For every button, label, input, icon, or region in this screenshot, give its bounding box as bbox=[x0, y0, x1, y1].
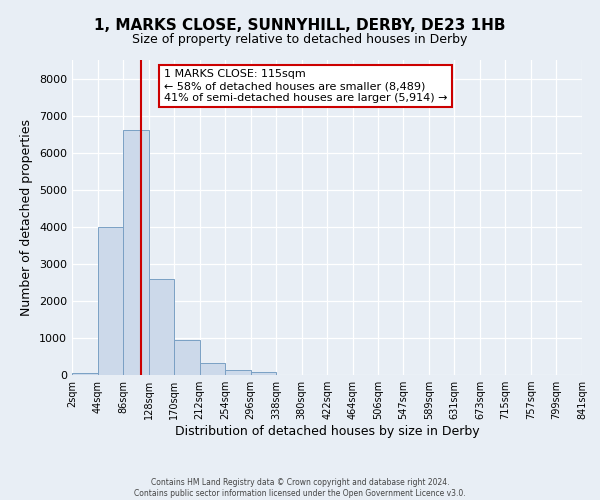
X-axis label: Distribution of detached houses by size in Derby: Distribution of detached houses by size … bbox=[175, 425, 479, 438]
Bar bbox=[72, 373, 98, 375]
Bar bbox=[225, 370, 251, 375]
Bar bbox=[251, 372, 276, 375]
Text: 1 MARKS CLOSE: 115sqm
← 58% of detached houses are smaller (8,489)
41% of semi-d: 1 MARKS CLOSE: 115sqm ← 58% of detached … bbox=[164, 70, 448, 102]
Bar bbox=[123, 130, 149, 375]
Bar bbox=[174, 340, 200, 375]
Text: 1, MARKS CLOSE, SUNNYHILL, DERBY, DE23 1HB: 1, MARKS CLOSE, SUNNYHILL, DERBY, DE23 1… bbox=[94, 18, 506, 32]
Text: Size of property relative to detached houses in Derby: Size of property relative to detached ho… bbox=[133, 32, 467, 46]
Bar bbox=[149, 278, 174, 375]
Text: Contains HM Land Registry data © Crown copyright and database right 2024.
Contai: Contains HM Land Registry data © Crown c… bbox=[134, 478, 466, 498]
Bar bbox=[98, 227, 123, 375]
Bar bbox=[200, 363, 225, 375]
Y-axis label: Number of detached properties: Number of detached properties bbox=[20, 119, 34, 316]
